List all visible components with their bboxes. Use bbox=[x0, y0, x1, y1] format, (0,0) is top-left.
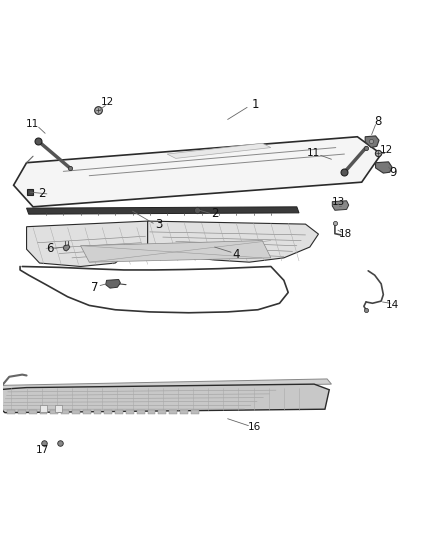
Polygon shape bbox=[332, 201, 349, 211]
Polygon shape bbox=[104, 410, 112, 414]
Polygon shape bbox=[0, 379, 332, 390]
Text: 12: 12 bbox=[380, 145, 393, 155]
Text: 11: 11 bbox=[25, 119, 39, 129]
Polygon shape bbox=[39, 405, 47, 412]
Text: 13: 13 bbox=[332, 198, 345, 207]
Text: 7: 7 bbox=[91, 281, 99, 294]
Polygon shape bbox=[29, 410, 36, 414]
Polygon shape bbox=[159, 410, 166, 414]
Polygon shape bbox=[55, 405, 63, 412]
Text: 9: 9 bbox=[389, 166, 396, 179]
Text: 18: 18 bbox=[339, 229, 352, 239]
Polygon shape bbox=[14, 137, 381, 207]
Polygon shape bbox=[27, 207, 299, 214]
Polygon shape bbox=[191, 410, 199, 414]
Polygon shape bbox=[126, 410, 134, 414]
Polygon shape bbox=[148, 410, 155, 414]
Text: 17: 17 bbox=[36, 445, 49, 455]
Text: 2: 2 bbox=[38, 187, 46, 200]
Polygon shape bbox=[7, 410, 15, 414]
Polygon shape bbox=[50, 410, 58, 414]
Text: 4: 4 bbox=[233, 248, 240, 261]
Text: 12: 12 bbox=[101, 97, 114, 107]
Text: 8: 8 bbox=[374, 115, 381, 128]
Polygon shape bbox=[180, 410, 188, 414]
Text: 3: 3 bbox=[155, 217, 162, 231]
Polygon shape bbox=[169, 410, 177, 414]
Text: 2: 2 bbox=[211, 207, 219, 220]
Polygon shape bbox=[27, 221, 148, 266]
Text: 16: 16 bbox=[248, 422, 261, 432]
Polygon shape bbox=[18, 410, 26, 414]
Polygon shape bbox=[72, 410, 80, 414]
Polygon shape bbox=[365, 136, 379, 148]
Polygon shape bbox=[0, 384, 329, 413]
Polygon shape bbox=[106, 279, 120, 288]
Polygon shape bbox=[83, 410, 91, 414]
Polygon shape bbox=[64, 245, 70, 251]
Text: 11: 11 bbox=[307, 148, 320, 158]
Text: 6: 6 bbox=[46, 242, 53, 255]
Polygon shape bbox=[115, 410, 123, 414]
Polygon shape bbox=[137, 410, 145, 414]
Polygon shape bbox=[148, 221, 318, 262]
Polygon shape bbox=[94, 410, 101, 414]
Polygon shape bbox=[39, 410, 47, 414]
Polygon shape bbox=[167, 143, 271, 158]
Polygon shape bbox=[61, 410, 69, 414]
Text: 1: 1 bbox=[252, 98, 259, 111]
Text: 14: 14 bbox=[386, 300, 399, 310]
Polygon shape bbox=[375, 162, 392, 173]
Polygon shape bbox=[81, 240, 271, 262]
